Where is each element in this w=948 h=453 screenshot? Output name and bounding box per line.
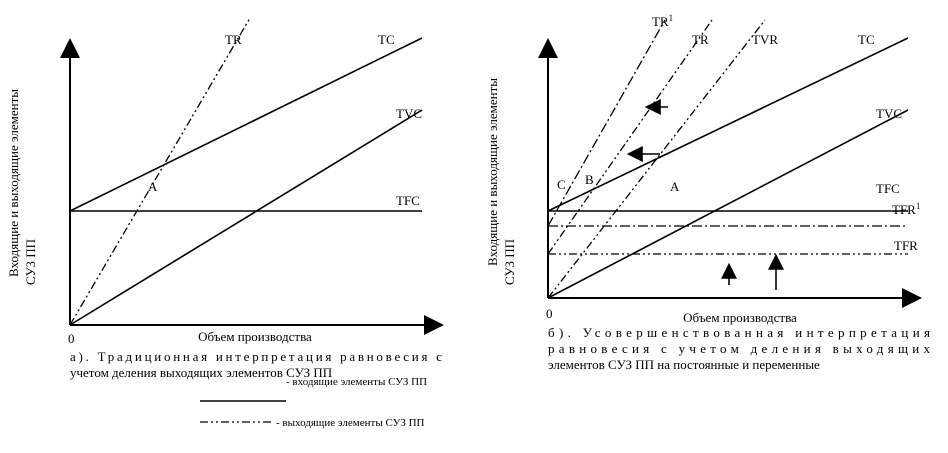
line-label: TVC [876,106,902,121]
legend-text: - выходящие элементы СУЗ ПП [276,417,425,429]
line-label: TR1 [652,13,673,29]
origin: 0 [546,306,553,321]
right-panel: Входящие и выходящие элементы СУЗ ПП TR1… [485,13,931,372]
point-label: C [557,177,566,192]
caption: учетом деления выходящих элементов СУЗ П… [70,365,332,380]
point-label: A [148,179,158,194]
line-label: TVR [752,32,778,47]
x-label: Объем производства [198,329,312,344]
line-label: TR [692,32,709,47]
legend-text: - входящие элементы СУЗ ПП [286,376,427,388]
legend: - входящие элементы СУЗ ПП - выходящие э… [200,376,427,429]
y-label: СУЗ ПП [23,239,38,285]
tvr-line [547,19,766,299]
point-label: A [670,179,680,194]
caption: а). Традиционная интерпретация равновеси… [70,349,442,364]
x-label: Объем производства [683,310,797,325]
tr-line [69,17,251,326]
tr1-line [547,19,666,227]
tvc-line [547,109,909,299]
line-label: TFC [876,181,900,196]
tr-line [547,19,713,255]
line-label: TFR [894,238,918,253]
line-label: TFC [396,193,420,208]
tvc-line [69,109,423,326]
caption: элементов СУЗ ПП на постоянные и перемен… [548,357,820,372]
left-panel: Входящие и выходящие элементы СУЗ ПП TR … [6,17,444,380]
point-label: B [585,172,594,187]
line-label: TR [225,32,242,47]
line-label: TC [378,32,395,47]
line-label: TVC [396,106,422,121]
origin: 0 [68,331,75,346]
line-label: TC [858,32,875,47]
y-label: СУЗ ПП [502,239,517,285]
line-label: TFR1 [892,201,920,217]
y-label: Входящие и выходящие элементы [485,78,500,266]
caption: равновесия с учетом деления выходящих [548,341,931,356]
tc-line [69,37,423,212]
y-label: Входящие и выходящие элементы [6,89,21,277]
tc-line [547,37,909,212]
caption: б). Усовершенствованная интерпретация [548,325,930,340]
